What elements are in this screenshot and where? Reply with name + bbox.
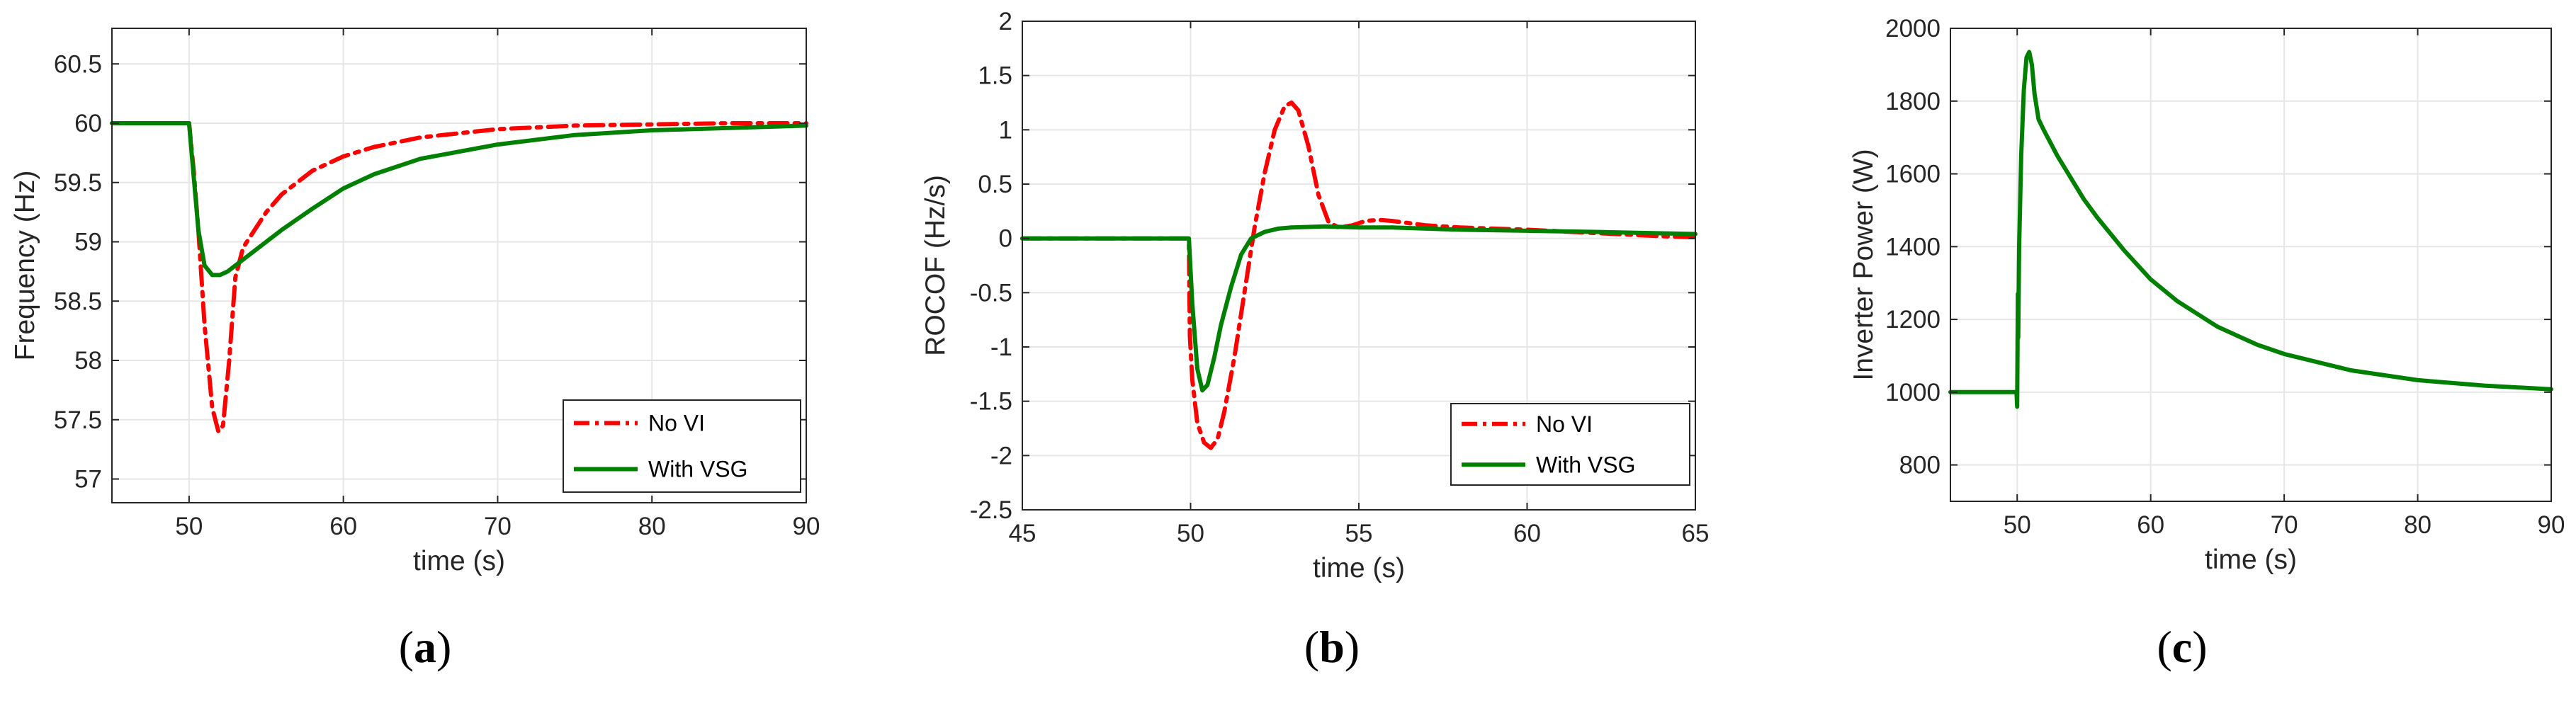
plot-area-frame (1950, 28, 2552, 502)
y-tick-label: 57.5 (54, 406, 102, 434)
x-axis-label: time (s) (2205, 545, 2297, 575)
rocof-chart: 45 50 55 60 65 -2.5 -2 -1.5 -1 -0.5 0 0.5 1 1.5 2 time… (920, 8, 1709, 672)
legend-entry-label: No VI (648, 411, 705, 436)
y-tick-label: 60 (74, 110, 102, 137)
y-tick-label: 800 (1899, 452, 1941, 479)
x-tick-label: 55 (1345, 520, 1373, 547)
y-tick-label: 2 (999, 8, 1012, 35)
y-tick-label: -2 (990, 442, 1012, 469)
y-axis-label: Frequency (Hz) (10, 171, 40, 361)
y-tick-label: 57 (74, 466, 102, 494)
y-tick-label: 60.5 (54, 50, 102, 78)
y-tick-label: 1200 (1885, 306, 1941, 334)
legend: No VI With VSG (563, 399, 801, 493)
y-tick-label: 1400 (1885, 233, 1941, 261)
x-tick-label: 80 (2404, 511, 2431, 539)
x-tick-label: 60 (1513, 520, 1541, 547)
panel-caption: (b) (1304, 622, 1360, 672)
y-tick-label: -2.5 (970, 496, 1012, 524)
x-tick-label: 65 (1682, 520, 1710, 547)
x-tick-label: 80 (638, 513, 666, 540)
y-tick-label: -1.5 (970, 388, 1012, 416)
x-tick-label: 50 (2004, 511, 2031, 539)
y-tick-label: 0 (999, 225, 1012, 253)
series-line-inverter-power (1948, 50, 2553, 409)
y-tick-label: 1600 (1885, 161, 1941, 188)
y-tick-label: 1000 (1885, 379, 1941, 406)
plot-area-frame (111, 28, 807, 503)
panel-caption: (c) (2157, 622, 2207, 672)
legend-entry-label: With VSG (1536, 452, 1635, 477)
y-tick-label: -1 (990, 334, 1012, 361)
frequency-chart: 50 60 70 80 90 57 57.5 58 58.5 59 59.5 60 60.5 time … (10, 28, 820, 672)
legend-entry-label: With VSG (648, 457, 747, 482)
y-axis-label: ROCOF (Hz/s) (920, 175, 951, 356)
y-tick-label: 58.5 (54, 287, 102, 315)
panel-caption: (a) (399, 622, 452, 672)
series-line-with-vsg (1020, 224, 1697, 393)
series-line-no-vi (1020, 101, 1697, 450)
x-tick-label: 90 (2538, 511, 2565, 539)
y-tick-label: 1.5 (978, 62, 1012, 90)
y-tick-label: 1800 (1885, 88, 1941, 115)
y-tick-label: 0.5 (978, 171, 1012, 198)
x-axis-label: time (s) (1313, 553, 1405, 583)
legend-entry-label: No VI (1536, 411, 1593, 437)
y-tick-label: 58 (74, 347, 102, 375)
x-axis-label: time (s) (413, 546, 505, 576)
legend: No VI With VSG (1450, 403, 1690, 486)
panel-caption-letter: b (1319, 622, 1345, 672)
panel-caption-letter: c (2172, 622, 2192, 672)
y-tick-label: 59 (74, 229, 102, 256)
series-line-with-vsg (110, 121, 808, 278)
y-axis-label: Inverter Power (W) (1848, 149, 1879, 380)
y-tick-label: -0.5 (970, 279, 1012, 307)
x-tick-label: 50 (1177, 520, 1204, 547)
x-tick-label: 60 (329, 513, 357, 540)
panel-caption-letter: a (414, 622, 436, 672)
x-tick-label: 70 (2271, 511, 2298, 539)
x-tick-label: 60 (2137, 511, 2164, 539)
y-tick-label: 1 (999, 116, 1012, 144)
series-line-no-vi (110, 121, 808, 434)
legend-box (563, 399, 801, 493)
x-tick-label: 50 (175, 513, 203, 540)
x-tick-label: 70 (484, 513, 512, 540)
legend-box (1450, 403, 1690, 486)
x-tick-label: 90 (793, 513, 820, 540)
y-tick-label: 59.5 (54, 169, 102, 197)
y-tick-label: 2000 (1885, 15, 1941, 42)
inverter-power-chart: 50 60 70 80 90 800 1000 1200 1400 1600 1800 2000 ti… (1848, 15, 2565, 672)
x-tick-label: 45 (1009, 520, 1036, 547)
